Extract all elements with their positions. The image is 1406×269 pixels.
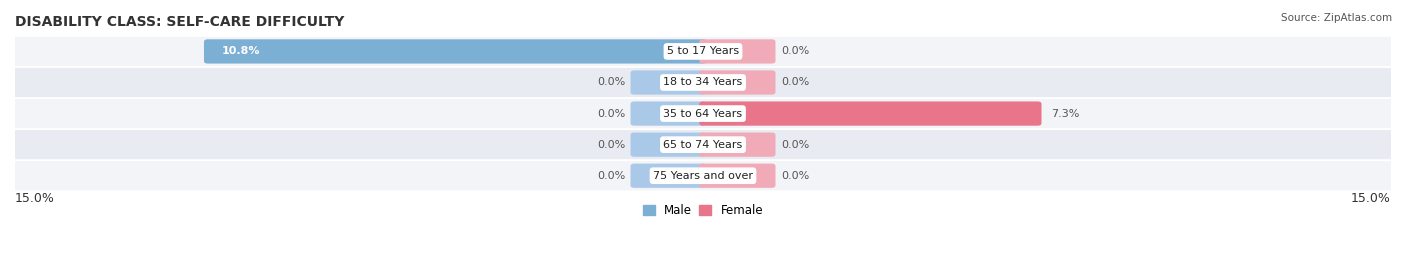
FancyBboxPatch shape xyxy=(14,161,1392,190)
Text: 10.8%: 10.8% xyxy=(221,47,260,56)
Text: 65 to 74 Years: 65 to 74 Years xyxy=(664,140,742,150)
FancyBboxPatch shape xyxy=(630,164,707,188)
FancyBboxPatch shape xyxy=(699,101,1042,126)
FancyBboxPatch shape xyxy=(14,130,1392,159)
FancyBboxPatch shape xyxy=(204,39,707,63)
Text: 5 to 17 Years: 5 to 17 Years xyxy=(666,47,740,56)
FancyBboxPatch shape xyxy=(630,70,707,95)
FancyBboxPatch shape xyxy=(630,133,707,157)
FancyBboxPatch shape xyxy=(699,39,776,63)
Text: 35 to 64 Years: 35 to 64 Years xyxy=(664,109,742,119)
Text: 75 Years and over: 75 Years and over xyxy=(652,171,754,181)
Text: 0.0%: 0.0% xyxy=(596,109,626,119)
Text: 7.3%: 7.3% xyxy=(1052,109,1080,119)
FancyBboxPatch shape xyxy=(699,133,776,157)
Text: 0.0%: 0.0% xyxy=(780,140,810,150)
FancyBboxPatch shape xyxy=(14,99,1392,128)
Text: 0.0%: 0.0% xyxy=(780,47,810,56)
FancyBboxPatch shape xyxy=(14,37,1392,66)
FancyBboxPatch shape xyxy=(630,101,707,126)
FancyBboxPatch shape xyxy=(699,70,776,95)
Text: Source: ZipAtlas.com: Source: ZipAtlas.com xyxy=(1281,13,1392,23)
FancyBboxPatch shape xyxy=(14,68,1392,97)
Legend: Male, Female: Male, Female xyxy=(638,199,768,222)
FancyBboxPatch shape xyxy=(699,164,776,188)
Text: 18 to 34 Years: 18 to 34 Years xyxy=(664,77,742,87)
Text: 15.0%: 15.0% xyxy=(15,192,55,205)
Text: 0.0%: 0.0% xyxy=(596,140,626,150)
Text: 15.0%: 15.0% xyxy=(1351,192,1391,205)
Text: 0.0%: 0.0% xyxy=(780,77,810,87)
Text: 0.0%: 0.0% xyxy=(780,171,810,181)
Text: 0.0%: 0.0% xyxy=(596,171,626,181)
Text: DISABILITY CLASS: SELF-CARE DIFFICULTY: DISABILITY CLASS: SELF-CARE DIFFICULTY xyxy=(15,15,344,29)
Text: 0.0%: 0.0% xyxy=(596,77,626,87)
